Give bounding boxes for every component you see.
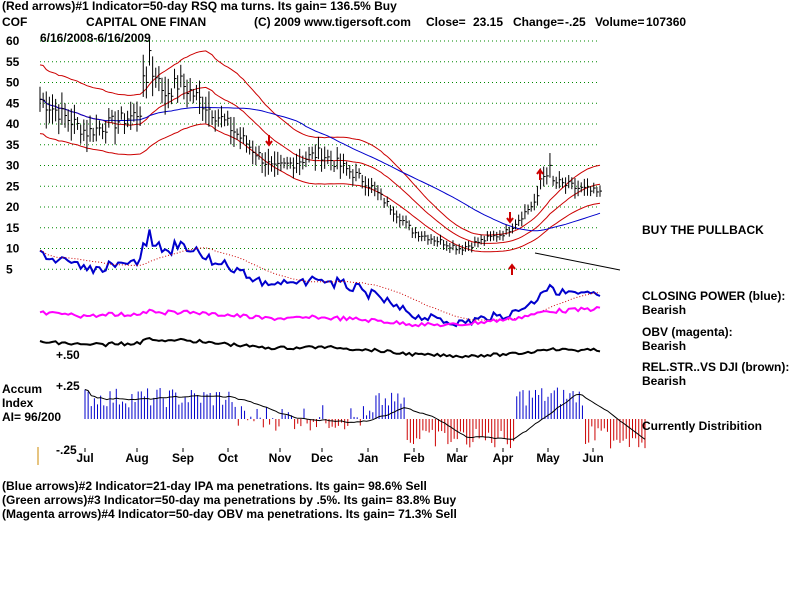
accum-ma	[84, 389, 646, 440]
obv-line	[39, 306, 601, 328]
x-tick-label: Dec	[311, 451, 333, 465]
ma-21	[39, 86, 601, 244]
obv-path	[39, 306, 601, 328]
y-tick-label: 5	[6, 262, 13, 276]
y-tick-label: 50	[6, 76, 20, 90]
relstr-tick: +.50	[56, 348, 80, 362]
x-tick-label: May	[536, 451, 560, 465]
x-tick-label: Jan	[358, 451, 379, 465]
relstr-label: REL.STR..VS DJI (brown):	[642, 360, 790, 374]
y-tick-label: 45	[6, 96, 20, 110]
accumulation-histogram	[84, 387, 646, 449]
accum-index-label: Index	[2, 396, 34, 410]
y-tick-label: 60	[6, 34, 20, 48]
trendline	[534, 252, 621, 271]
red-sell-arrow	[506, 212, 514, 224]
indicator-line-4: (Magenta arrows)#4 Indicator=50-day OBV …	[2, 507, 457, 521]
accum-label: Accum	[2, 382, 43, 396]
x-tick-label: Jul	[76, 451, 93, 465]
copyright: (C) 2009 www.tigersoft.com	[254, 15, 411, 29]
relstr-path	[39, 337, 601, 359]
change-value: -.25	[565, 15, 586, 29]
x-tick-label: Oct	[218, 451, 238, 465]
y-tick-label: 30	[6, 159, 20, 173]
closing-power-path	[39, 229, 601, 328]
y-tick-label: 55	[6, 55, 20, 69]
y-tick-label: 40	[6, 117, 20, 131]
close-value: 23.15	[473, 15, 504, 29]
obv-label: OBV (magenta):	[642, 325, 733, 339]
x-tick-label: Mar	[446, 451, 468, 465]
chart-grid	[40, 40, 600, 270]
red-buy-arrow	[508, 263, 516, 275]
closing-power-label: CLOSING POWER (blue):	[642, 289, 786, 303]
indicator-line-1: (Red arrows)#1 Indicator=50-day RSQ ma t…	[2, 0, 397, 13]
signal-arrows	[265, 135, 544, 275]
y-tick-label: 35	[6, 138, 20, 152]
y-tick-label: 10	[6, 242, 20, 256]
y-tick-label: 15	[6, 221, 20, 235]
lower-band	[39, 123, 601, 253]
accum-bottom-tick: -.25	[56, 443, 77, 457]
relative-strength-line	[39, 337, 601, 359]
accum-top-tick: +.25	[56, 379, 80, 393]
relstr-state: Bearish	[642, 374, 687, 388]
date-range: 6/16/2008-6/16/2009	[40, 31, 151, 45]
closing-power-line	[39, 229, 601, 328]
x-tick-label: Feb	[403, 451, 424, 465]
red-buy-arrow	[536, 168, 544, 180]
indicator-line-2: (Blue arrows)#2 Indicator=21-day IPA ma …	[2, 479, 427, 493]
indicator-line-3: (Green arrows)#3 Indicator=50-day ma pen…	[2, 493, 457, 507]
close-label: Close=	[426, 15, 466, 29]
closing-power-state: Bearish	[642, 303, 687, 317]
x-tick-label: Apr	[493, 451, 514, 465]
month-axis: Jul Aug Sep Oct Nov Dec Jan Feb Mar Apr May Jun	[37, 447, 604, 465]
change-label: Change=	[513, 15, 565, 29]
x-tick-label: Nov	[269, 451, 292, 465]
buy-the-pullback: BUY THE PULLBACK	[642, 223, 764, 237]
x-tick-label: Jun	[582, 451, 603, 465]
y-tick-label: 20	[6, 200, 20, 214]
x-tick-label: Aug	[125, 451, 148, 465]
price-bars	[39, 35, 621, 271]
volume-label: Volume=	[595, 15, 645, 29]
obv-state: Bearish	[642, 339, 687, 353]
company-name: CAPITAL ONE FINAN	[86, 15, 207, 29]
y-tick-label: 25	[6, 179, 20, 193]
red-sell-arrow	[265, 135, 273, 147]
x-tick-label: Sep	[172, 451, 194, 465]
ticker-symbol: COF	[2, 15, 28, 29]
ai-score: AI= 96/200	[2, 410, 62, 424]
price-axis: 5 10 15 20 25 30 35 40 45 50 55 60	[6, 34, 20, 276]
volume-value: 107360	[646, 15, 687, 29]
distribution-status: Currently Distribition	[642, 419, 763, 433]
